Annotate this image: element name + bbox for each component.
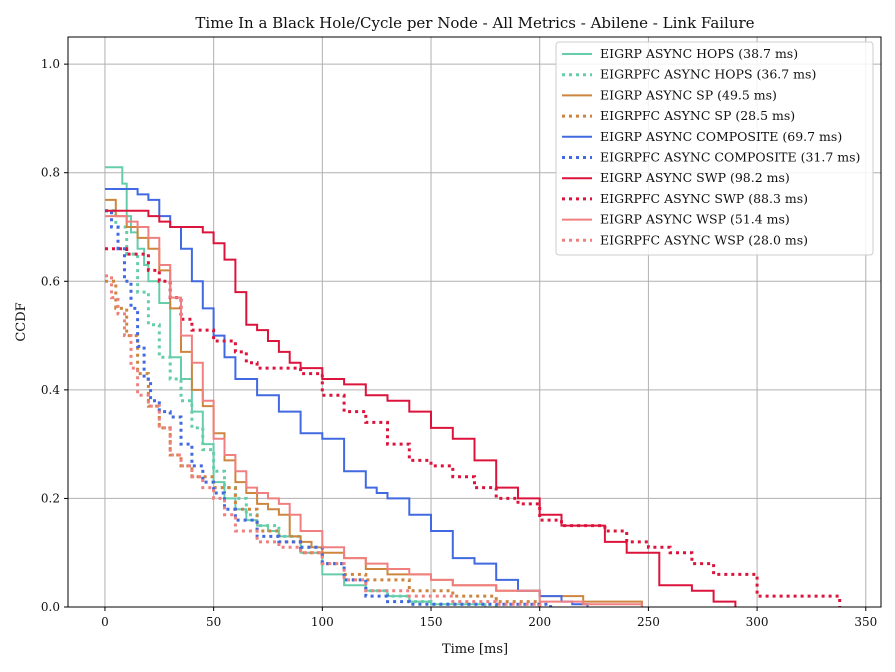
series-line-5 <box>105 188 589 607</box>
y-tick-label: 1.0 <box>41 57 60 71</box>
y-tick-label: 0.6 <box>41 274 60 288</box>
y-axis-ticks: 0.0 0.2 0.4 0.6 0.8 1.0 <box>41 57 68 614</box>
legend-label: EIGRPFC ASYNC WSP (28.0 ms) <box>600 232 808 247</box>
legend-label: EIGRP ASYNC SP (49.5 ms) <box>600 87 777 102</box>
series-line-7 <box>105 209 737 607</box>
y-tick-label: 0.2 <box>41 491 60 505</box>
x-tick-label: 350 <box>854 615 877 629</box>
y-tick-label: 0.4 <box>41 383 60 397</box>
legend-label: EIGRP ASYNC COMPOSITE (69.7 ms) <box>600 129 842 144</box>
series-line-8 <box>105 247 842 607</box>
legend-label: EIGRP ASYNC HOPS (38.7 ms) <box>600 46 798 61</box>
x-tick-label: 0 <box>101 615 109 629</box>
legend: EIGRP ASYNC HOPS (38.7 ms) EIGRPFC ASYNC … <box>555 41 874 256</box>
y-tick-label: 0.8 <box>41 166 60 180</box>
legend-label: EIGRPFC ASYNC HOPS (36.7 ms) <box>600 67 816 82</box>
x-tick-label: 300 <box>746 615 769 629</box>
y-tick-label: 0.0 <box>41 600 60 614</box>
legend-label: EIGRPFC ASYNC COMPOSITE (31.7 ms) <box>600 150 860 165</box>
x-tick-label: 100 <box>311 615 334 629</box>
x-tick-label: 250 <box>637 615 660 629</box>
x-tick-label: 150 <box>420 615 443 629</box>
y-axis-label: CCDF <box>14 302 29 341</box>
plot-frame <box>67 36 882 608</box>
series-line-9 <box>105 215 643 607</box>
chart-title: Time In a Black Hole/Cycle per Node - Al… <box>195 14 754 32</box>
series-line-10 <box>105 274 542 607</box>
series-line-6 <box>105 209 553 607</box>
x-axis-ticks: 0 50 100 150 200 250 300 350 <box>101 607 877 629</box>
legend-label: EIGRPFC ASYNC SP (28.5 ms) <box>600 108 795 123</box>
legend-label: EIGRPFC ASYNC SWP (88.3 ms) <box>600 191 808 206</box>
legend-box <box>555 41 874 256</box>
x-tick-label: 200 <box>528 615 551 629</box>
legend-label: EIGRP ASYNC SWP (98.2 ms) <box>600 170 790 185</box>
x-axis-label: Time [ms] <box>442 642 508 657</box>
x-tick-label: 50 <box>206 615 221 629</box>
series-lines <box>105 166 842 607</box>
series-line-3 <box>105 198 643 607</box>
legend-label: EIGRP ASYNC WSP (51.4 ms) <box>600 212 790 227</box>
